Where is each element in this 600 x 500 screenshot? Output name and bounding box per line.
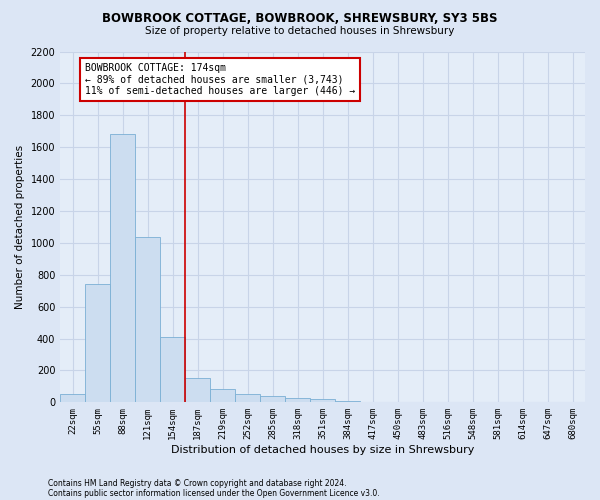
Bar [60,394,85,402]
Text: Contains HM Land Registry data © Crown copyright and database right 2024.: Contains HM Land Registry data © Crown c… [48,478,347,488]
Bar [135,238,160,402]
Y-axis label: Number of detached properties: Number of detached properties [15,145,25,309]
Text: Contains public sector information licensed under the Open Government Licence v3: Contains public sector information licen… [48,488,380,498]
Bar [110,134,135,402]
X-axis label: Distribution of detached houses by size in Shrewsbury: Distribution of detached houses by size … [171,445,474,455]
Text: BOWBROOK COTTAGE: 174sqm
← 89% of detached houses are smaller (3,743)
11% of sem: BOWBROOK COTTAGE: 174sqm ← 89% of detach… [85,62,355,96]
Bar [185,378,210,402]
Bar [285,398,310,402]
Bar [310,400,335,402]
Bar [235,394,260,402]
Bar [160,337,185,402]
Bar [260,396,285,402]
Text: BOWBROOK COTTAGE, BOWBROOK, SHREWSBURY, SY3 5BS: BOWBROOK COTTAGE, BOWBROOK, SHREWSBURY, … [102,12,498,26]
Bar [335,400,360,402]
Text: Size of property relative to detached houses in Shrewsbury: Size of property relative to detached ho… [145,26,455,36]
Bar [210,389,235,402]
Bar [85,284,110,403]
